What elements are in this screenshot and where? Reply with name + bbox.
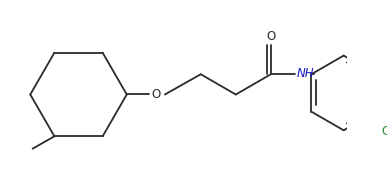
Text: O: O	[152, 88, 161, 101]
Text: NH: NH	[296, 67, 314, 80]
Text: O: O	[266, 30, 276, 43]
Text: Cl: Cl	[382, 125, 387, 138]
